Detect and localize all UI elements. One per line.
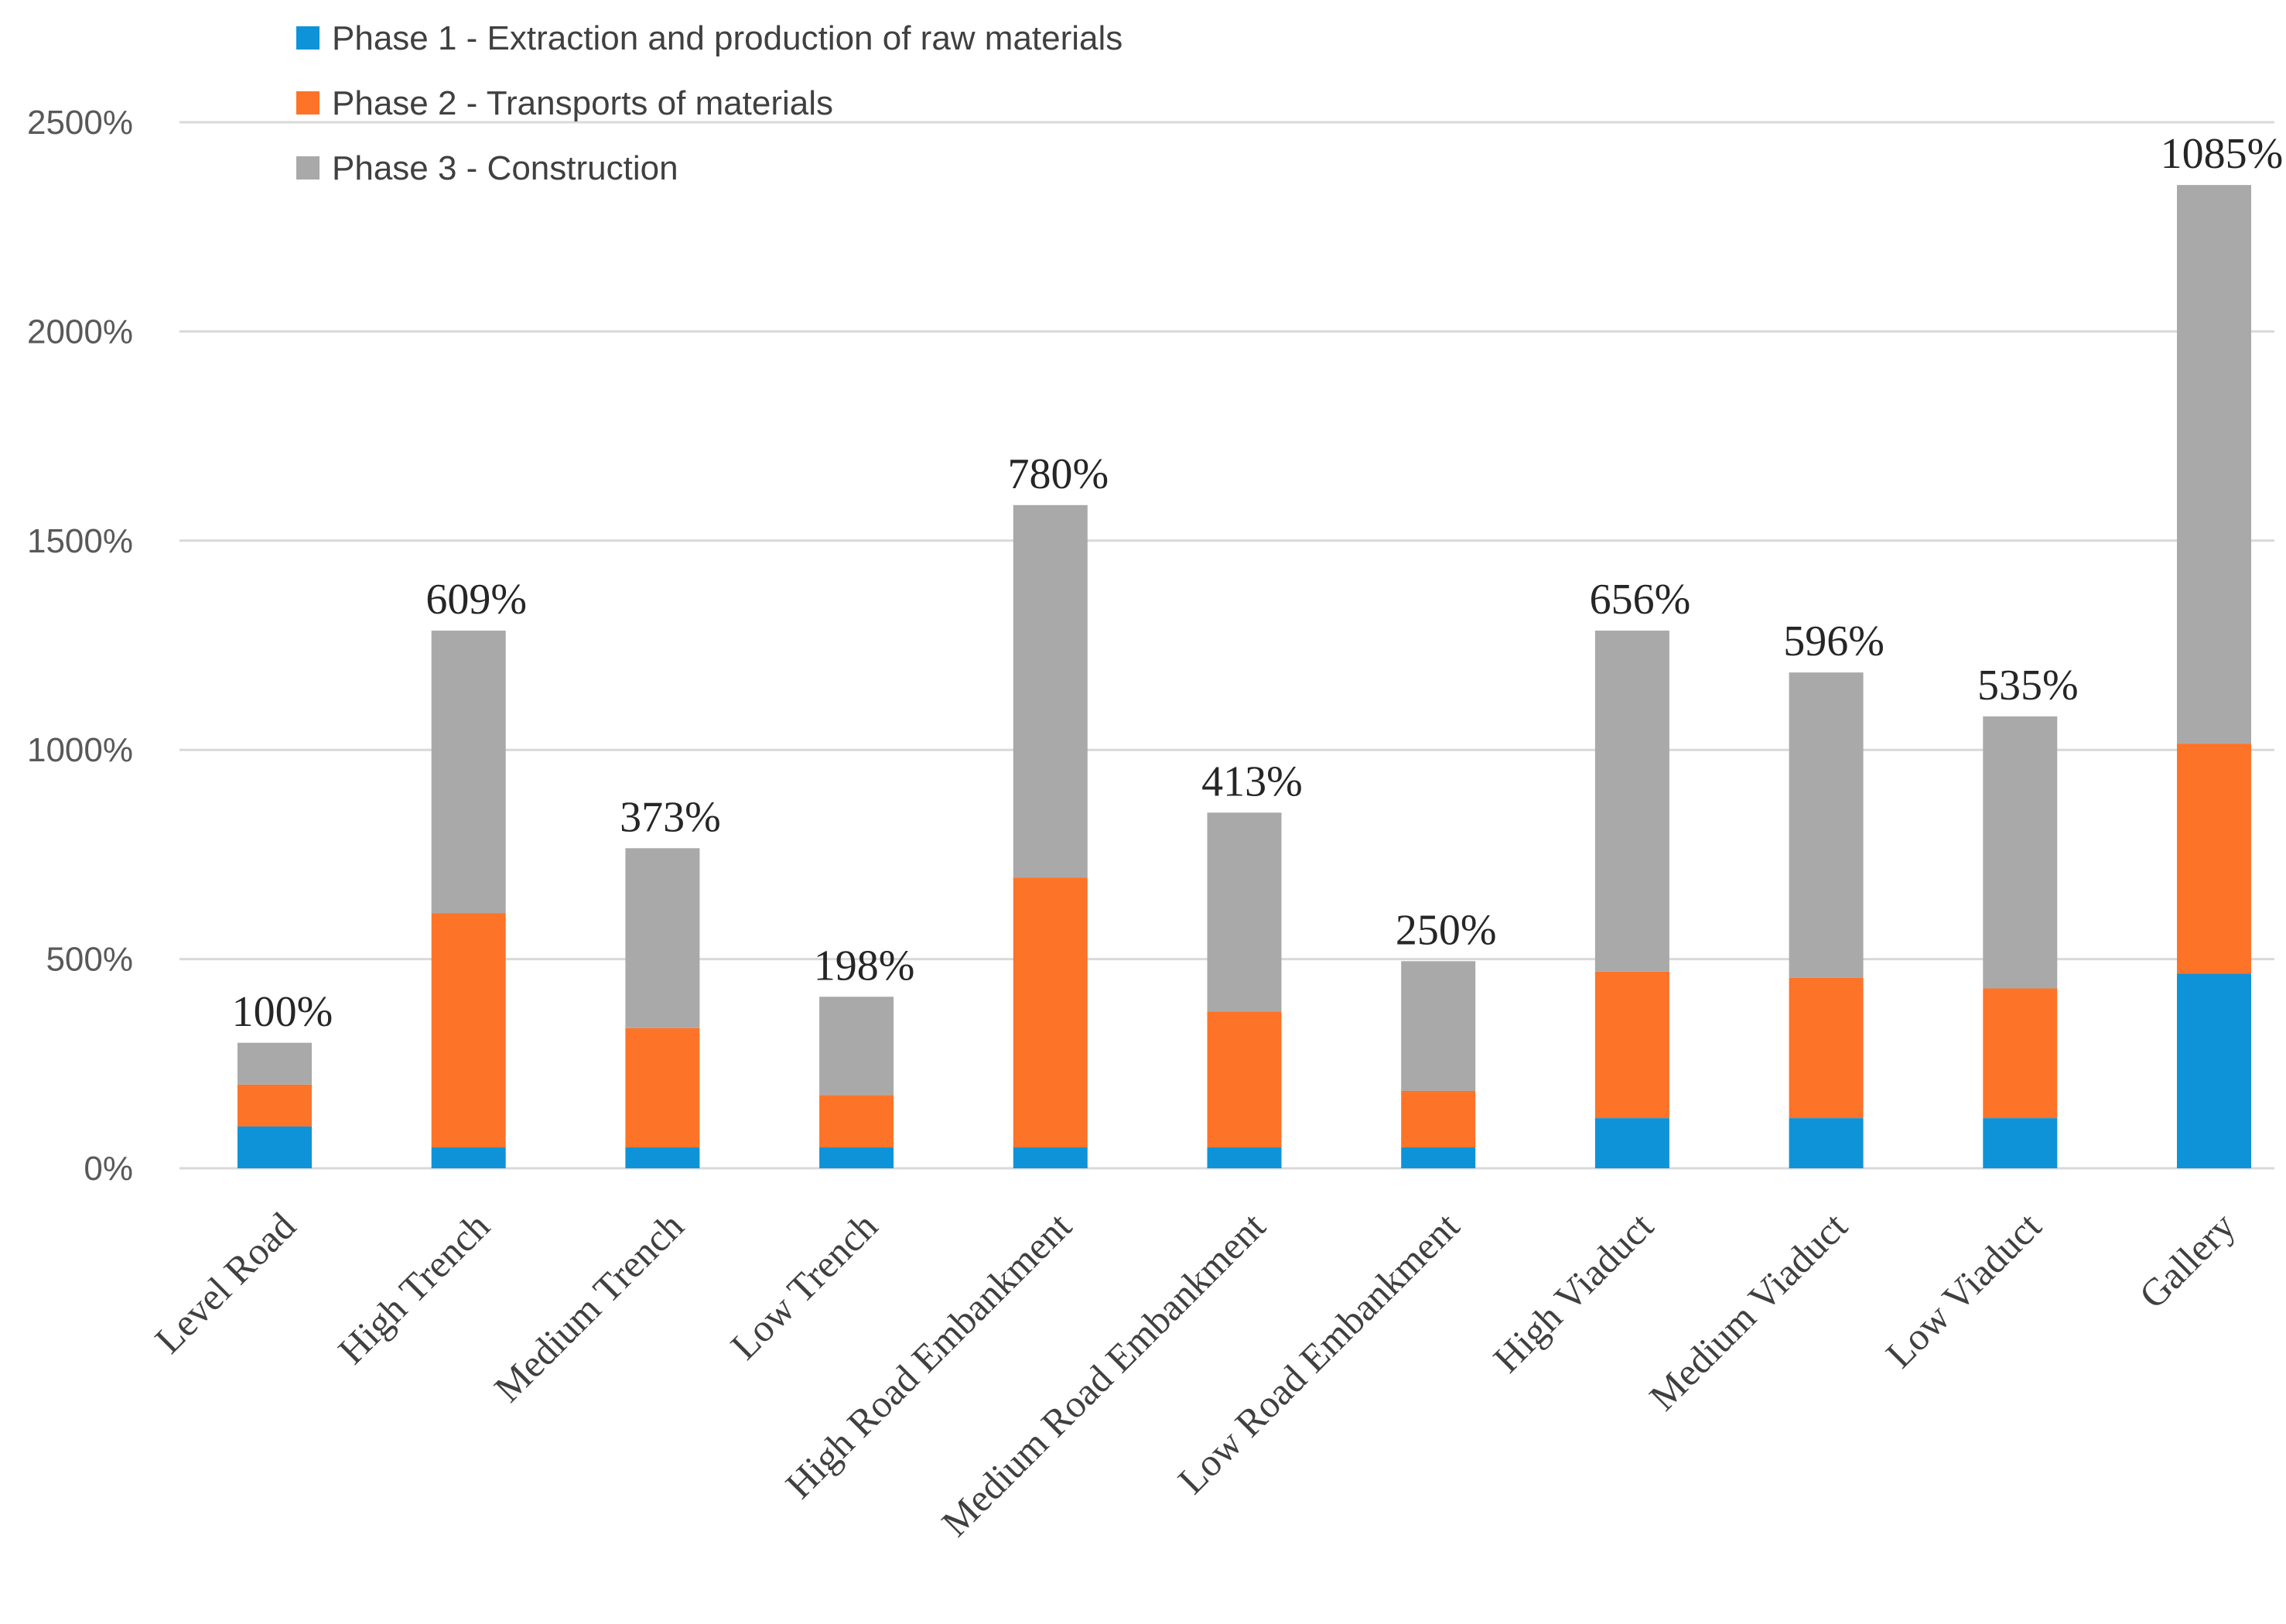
bar-segment-phase-1 (1207, 1147, 1282, 1168)
bar-segment-phase-3 (237, 1042, 312, 1085)
data-label: 413% (1201, 757, 1303, 805)
x-tick-label: Level Road (146, 1204, 304, 1362)
bar-segment-phase-3 (1401, 961, 1476, 1091)
legend-swatch-phase-3 (296, 156, 319, 179)
bar-segment-phase-2 (1594, 971, 1669, 1119)
bar-segment-phase-2 (1789, 977, 1864, 1119)
x-tick-label: Medium Trench (486, 1204, 692, 1410)
bar-segment-phase-1 (237, 1126, 312, 1168)
x-tick-label: High Trench (330, 1204, 497, 1372)
bar-segment-phase-2 (1401, 1090, 1476, 1147)
bar-segment-phase-3 (1013, 504, 1088, 878)
bar-segment-phase-2 (431, 913, 506, 1147)
y-tick-label: 500% (46, 941, 133, 979)
data-label: 780% (1007, 450, 1109, 498)
y-tick-label: 1000% (27, 731, 133, 769)
x-tick-label: Medium Road Embankment (933, 1204, 1273, 1544)
bar-segment-phase-1 (819, 1147, 894, 1168)
data-label: 535% (1977, 662, 2079, 709)
x-tick-label: Low Trench (722, 1204, 885, 1367)
y-tick-label: 1500% (27, 522, 133, 560)
total-labels: 100% 609% 373% 198% 780% 413% 250% 656% 596% 535%… (232, 130, 2284, 1036)
bar-segment-phase-1 (1983, 1118, 2058, 1168)
data-label: 596% (1783, 617, 1884, 665)
bar-segment-phase-1 (2177, 973, 2251, 1168)
bar-segment-phase-1 (1789, 1118, 1864, 1168)
y-tick-label: 2500% (27, 104, 133, 142)
bar-segment-phase-1 (431, 1147, 506, 1168)
bar-segment-phase-2 (1013, 877, 1088, 1147)
bar-segment-phase-1 (1401, 1147, 1476, 1168)
bar-segment-phase-2 (1983, 988, 2058, 1119)
bar-segment-phase-3 (625, 848, 700, 1028)
bar-segment-phase-3 (1207, 812, 1282, 1012)
bar-segment-phase-1 (1594, 1118, 1669, 1168)
y-tick-label: 2000% (27, 313, 133, 350)
bar-segment-phase-1 (625, 1147, 700, 1168)
bar-segment-phase-3 (1789, 672, 1864, 978)
bar-segment-phase-3 (819, 997, 894, 1096)
data-label: 373% (620, 793, 721, 841)
bar-segment-phase-2 (237, 1084, 312, 1127)
bar-segment-phase-2 (625, 1027, 700, 1147)
bar-segment-phase-3 (1983, 716, 2058, 989)
x-tick-label: Low Viaduct (1878, 1204, 2049, 1376)
bar-segment-phase-3 (2177, 185, 2251, 744)
legend: Phase 1 - Extraction and production of r… (296, 19, 1122, 187)
legend-label-phase-3: Phase 3 - Construction (332, 149, 678, 187)
bar-segment-phase-2 (819, 1095, 894, 1147)
legend-label-phase-2: Phase 2 - Transports of materials (332, 84, 833, 122)
data-label: 1085% (2161, 130, 2284, 178)
legend-swatch-phase-1 (296, 26, 319, 50)
data-label: 198% (814, 942, 915, 990)
x-tick-label: Gallery (2131, 1204, 2243, 1317)
y-axis-ticks: 0% 500% 1000% 1500% 2000% 2500% (27, 104, 133, 1188)
bars (237, 185, 2251, 1168)
legend-swatch-phase-2 (296, 91, 319, 115)
gridlines (179, 121, 2274, 1170)
bar-segment-phase-2 (1207, 1011, 1282, 1147)
x-tick-label: High Viaduct (1485, 1204, 1661, 1380)
bar-segment-phase-3 (431, 631, 506, 914)
data-label: 250% (1396, 906, 1497, 954)
data-label: 656% (1590, 576, 1691, 624)
y-tick-label: 0% (84, 1150, 133, 1188)
bar-segment-phase-1 (1013, 1147, 1088, 1168)
legend-label-phase-1: Phase 1 - Extraction and production of r… (332, 19, 1122, 57)
data-label: 609% (425, 576, 527, 624)
bar-segment-phase-3 (1594, 631, 1669, 972)
x-tick-label: Medium Viaduct (1641, 1204, 1855, 1418)
bar-segment-phase-2 (2177, 744, 2251, 974)
data-label: 100% (232, 988, 333, 1036)
